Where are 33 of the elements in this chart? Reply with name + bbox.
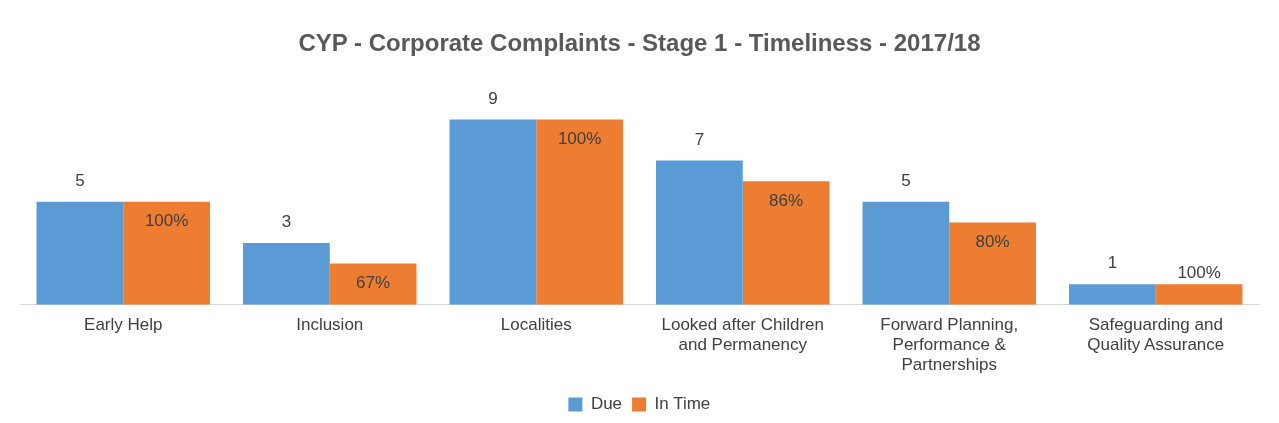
annotation: 80% (975, 232, 1010, 252)
legend-label: In Time (654, 394, 711, 414)
x-tick-label: Inclusion (296, 314, 364, 334)
bar (656, 160, 743, 305)
data-label: 7 (694, 129, 705, 149)
x-tick-label: Early Help (84, 314, 163, 334)
data-label: 3 (281, 212, 292, 232)
x-tick-label: Safeguarding and Quality Assurance (1087, 314, 1225, 355)
bar (329, 263, 417, 305)
bar (36, 201, 124, 305)
x-tick-label: Forward Planning, Performance & Partnerships (880, 314, 1019, 375)
data-label: 5 (75, 170, 85, 190)
bar (742, 181, 830, 305)
annotation: 86% (769, 190, 804, 210)
data-label: 1 (1107, 253, 1118, 273)
x-tick-label: Looked after Children and Permanency (661, 314, 825, 355)
annotation: 100% (1177, 263, 1221, 283)
annotation: 67% (356, 273, 391, 293)
bar (949, 222, 1036, 305)
bar (1069, 284, 1156, 305)
data-label: 5 (901, 170, 911, 190)
bar (862, 201, 950, 305)
x-tick-label: Localities (500, 314, 572, 334)
annotation: 100% (557, 129, 602, 149)
bar (536, 119, 623, 305)
bar (243, 243, 330, 305)
legend-label: Due (590, 394, 623, 414)
annotation: 100% (144, 211, 189, 231)
data-label: 9 (488, 88, 498, 108)
bar (449, 119, 537, 305)
bar (1155, 284, 1243, 305)
bar (123, 201, 210, 305)
chart-title: CYP - Corporate Complaints - Stage 1 - Timeliness - 2017/18 (298, 29, 981, 57)
